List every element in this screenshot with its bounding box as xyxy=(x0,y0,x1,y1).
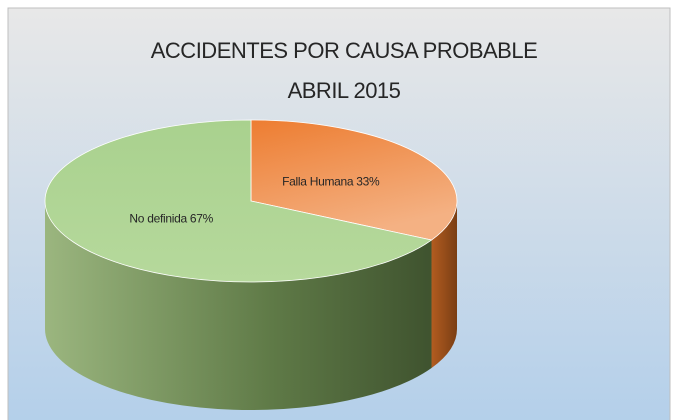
slice xyxy=(44,119,433,283)
slice xyxy=(250,119,458,241)
pie: Falla Humana 33% No definida 67% xyxy=(44,119,458,410)
slice-label: No definida 67% xyxy=(129,212,213,226)
slice-label: Falla Humana 33% xyxy=(282,175,380,189)
slice-side xyxy=(431,201,457,369)
slice-side xyxy=(45,201,432,410)
chart-title: ACCIDENTES POR CAUSA PROBABLE xyxy=(151,38,538,63)
chart-subtitle: ABRIL 2015 xyxy=(288,78,401,103)
